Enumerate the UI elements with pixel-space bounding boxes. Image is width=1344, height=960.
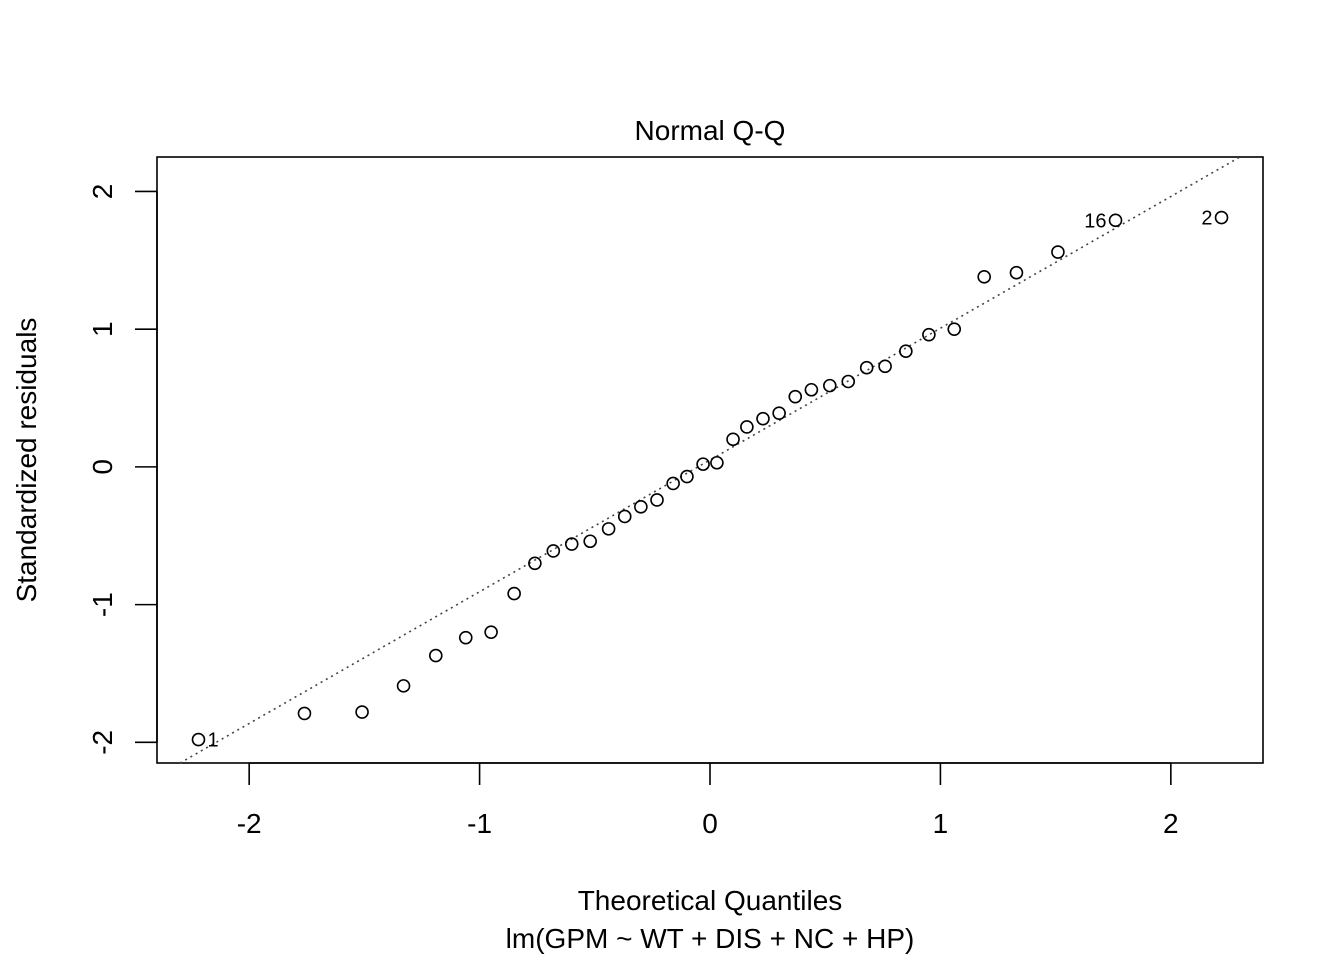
data-point [977,270,991,284]
data-point [1009,265,1024,280]
chart-title: Normal Q-Q [635,115,786,146]
data-point [788,389,803,404]
data-point [922,327,936,342]
data-point [710,455,724,470]
data-point [634,500,648,514]
y-tick-label: -1 [87,592,118,617]
data-point [1051,245,1065,259]
data-point [899,344,913,358]
data-point [297,706,312,721]
data-point [1108,213,1123,228]
data-point [772,406,786,420]
x-tick-label: -1 [467,808,492,839]
x-axis: -2 -1 0 1 2 [237,762,1179,839]
data-point [528,556,542,571]
data-point [740,420,754,434]
x-tick-label: 0 [702,808,718,839]
data-point [601,522,616,536]
data-point [355,705,369,719]
data-point [823,378,837,393]
data-point [429,648,443,663]
reference-line [179,156,1241,764]
data-point [756,411,770,426]
x-tick-label: -2 [237,808,262,839]
data-point [859,360,874,375]
data-point [650,493,664,507]
y-tick-label: 2 [87,184,118,200]
data-point [804,382,819,397]
y-axis: -2 -1 0 1 2 [87,184,158,755]
data-point [666,476,680,491]
y-axis-label: Standardized residuals [11,318,42,603]
data-point [1214,210,1229,225]
data-point [841,374,856,389]
y-tick-label: 0 [87,459,118,475]
data-point [617,509,632,524]
data-point [726,432,740,447]
data-point [696,457,710,471]
y-tick-label: 1 [87,321,118,337]
data-point [583,534,597,549]
data-point [947,322,962,336]
data-point [878,359,892,374]
data-point [458,630,473,645]
reference-line-layer [179,156,1241,764]
data-point [484,625,498,639]
data-point [564,537,579,551]
data-point [191,732,206,747]
data-point [680,469,694,484]
data-point [507,586,521,601]
x-axis-label: Theoretical Quantiles [578,885,843,916]
y-tick-label: -2 [87,730,118,755]
point-label: 2 [1201,208,1212,230]
point-label: 1 [207,730,218,752]
x-tick-label: 1 [933,808,949,839]
data-point [546,544,561,558]
data-point [396,679,411,693]
points-layer: 1 16 2 [191,208,1229,752]
x-tick-label: 2 [1163,808,1179,839]
chart-subtitle: lm(GPM ~ WT + DIS + NC + HP) [506,923,915,954]
point-label: 16 [1084,210,1106,232]
